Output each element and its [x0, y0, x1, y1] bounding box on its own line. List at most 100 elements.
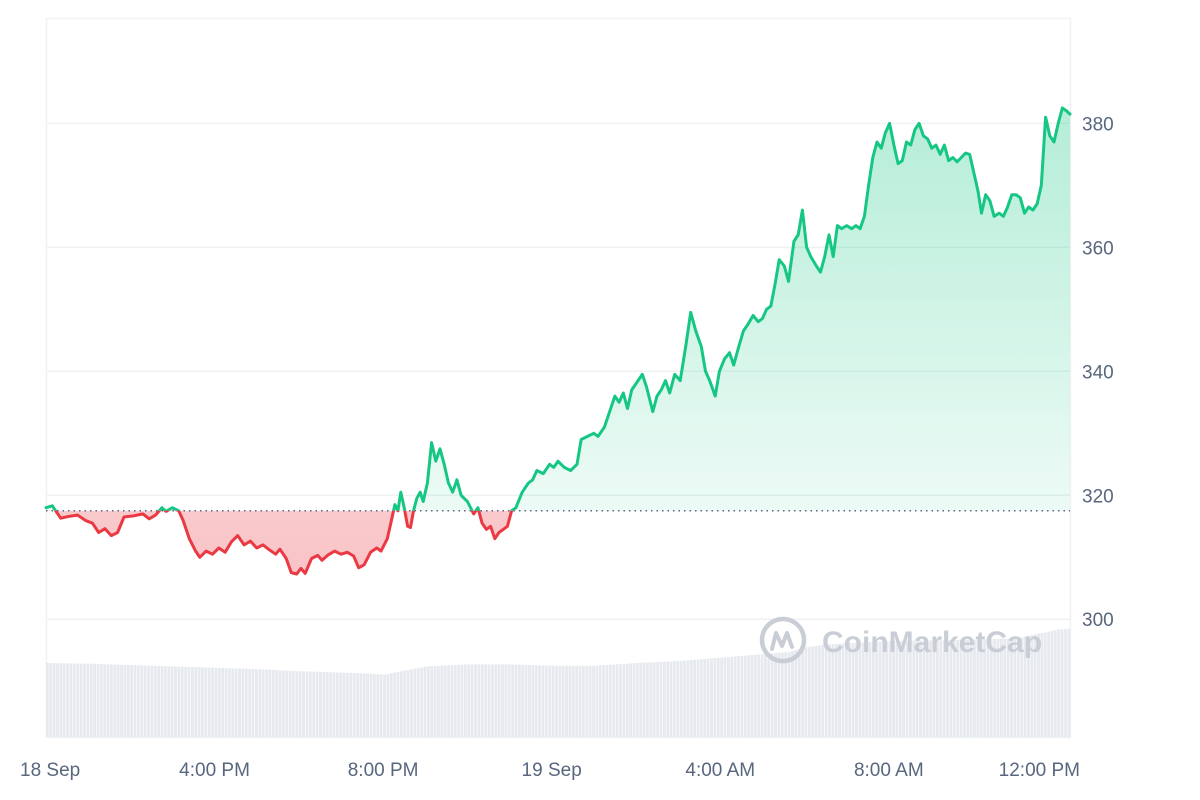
volume-bar	[315, 671, 319, 737]
volume-bar	[865, 642, 868, 737]
volume-bar	[460, 664, 464, 737]
volume-bar	[406, 669, 410, 737]
volume-bar	[713, 658, 717, 737]
volume-bar	[582, 665, 585, 737]
volume-bar	[457, 664, 461, 737]
volume-bar	[929, 640, 933, 737]
volume-bar	[534, 665, 538, 737]
x-tick-label: 4:00 AM	[685, 760, 755, 781]
volume-bar	[163, 666, 167, 737]
volume-bar	[615, 664, 619, 737]
volume-bar	[214, 667, 218, 737]
x-tick-label: 18 Sep	[20, 760, 80, 781]
volume-bar	[777, 652, 781, 737]
volume-bar	[662, 661, 666, 737]
volume-bar	[639, 662, 643, 737]
volume-bar	[184, 666, 187, 737]
volume-bar	[1020, 637, 1024, 737]
volume-bar	[683, 660, 686, 737]
volume-bar	[403, 670, 407, 737]
volume-bar	[251, 669, 255, 737]
volume-bar	[861, 642, 865, 737]
volume-bar	[646, 662, 649, 737]
volume-bar	[396, 671, 400, 737]
volume-bar	[416, 668, 420, 737]
volume-bar	[207, 667, 211, 737]
volume-bar	[976, 639, 980, 737]
volume-bar	[716, 657, 720, 737]
volume-bar	[966, 639, 970, 737]
volume-bar	[838, 643, 842, 737]
volume-bar	[123, 664, 127, 737]
volume-bar	[228, 668, 231, 737]
volume-bar	[507, 664, 511, 737]
volume-bar	[72, 663, 76, 737]
volume-bar	[726, 656, 730, 737]
volume-bar	[1050, 630, 1054, 737]
volume-bar	[669, 661, 673, 737]
volume-bar	[848, 643, 852, 737]
x-tick-label: 12:00 PM	[999, 760, 1080, 781]
volume-bar	[969, 639, 973, 737]
volume-bar	[140, 665, 144, 737]
volume-bar	[322, 672, 326, 737]
volume-bar	[244, 668, 248, 737]
volume-bar	[855, 642, 858, 737]
volume-bar	[743, 655, 747, 737]
volume-bar	[410, 669, 413, 737]
volume-bar	[62, 663, 66, 737]
volume-bar	[673, 661, 676, 737]
volume-bar	[996, 638, 1000, 737]
volume-bar	[882, 641, 885, 737]
volume-bar	[875, 641, 879, 737]
volume-bar	[464, 664, 467, 737]
volume-bar	[255, 669, 258, 737]
price-line-up[interactable]	[44, 106, 1072, 574]
volume-bar	[922, 640, 926, 737]
volume-bar	[160, 666, 164, 737]
volume-bar	[811, 646, 815, 737]
volume-bar	[851, 642, 855, 737]
volume-bar	[679, 660, 683, 737]
volume-bar	[1023, 636, 1027, 737]
volume-bar	[433, 666, 437, 737]
volume-bar	[575, 665, 579, 737]
volume-bar	[919, 640, 922, 737]
volume-bar	[83, 663, 86, 737]
coinmarketcap-logo-icon	[759, 616, 807, 664]
volume-bar	[791, 651, 794, 737]
volume-bar	[1060, 629, 1064, 737]
volume-bar	[477, 664, 481, 737]
volume-bar	[137, 665, 140, 737]
volume-bar	[167, 666, 171, 737]
volume-bar	[49, 663, 53, 737]
volume-bar	[635, 663, 639, 737]
volume-bar	[801, 648, 804, 737]
volume-bar	[1000, 638, 1003, 737]
volume-bar	[450, 665, 454, 737]
volume-bar	[956, 640, 959, 737]
price-line-down[interactable]	[46, 108, 1070, 576]
volume-bar	[656, 662, 659, 737]
volume-bar	[59, 663, 63, 737]
volume-bar	[571, 665, 575, 737]
volume-bar	[443, 665, 447, 737]
volume-bar	[99, 664, 103, 737]
volume-bar	[504, 664, 508, 737]
volume-bar	[511, 664, 514, 737]
volume-bar	[342, 672, 346, 737]
volume-bar	[362, 673, 366, 737]
volume-bar	[103, 664, 107, 737]
volume-bar	[689, 660, 693, 737]
volume-bar	[1067, 628, 1071, 737]
volume-bar	[787, 652, 791, 737]
volume-bar	[1016, 638, 1020, 737]
volume-bar	[430, 666, 434, 737]
volume-bar	[221, 668, 225, 737]
volume-bar	[973, 639, 976, 737]
volume-bar	[935, 640, 939, 737]
volume-bar	[325, 672, 329, 737]
volume-bar	[902, 640, 906, 737]
volume-bar	[420, 667, 423, 737]
